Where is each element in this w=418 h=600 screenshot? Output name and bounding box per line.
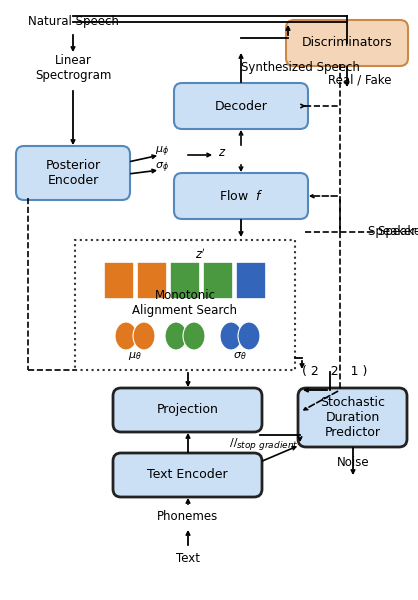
Text: ( 2   2   1 ): ( 2 2 1 ) [302,365,367,379]
FancyBboxPatch shape [286,20,408,66]
FancyBboxPatch shape [113,388,262,432]
FancyBboxPatch shape [174,83,308,129]
Text: Decoder: Decoder [214,100,268,113]
Text: Posterior
Encoder: Posterior Encoder [46,159,101,187]
Text: Flow  $f$: Flow $f$ [219,189,263,203]
FancyBboxPatch shape [203,262,233,299]
Ellipse shape [183,322,205,350]
Text: Monotonic
Alignment Search: Monotonic Alignment Search [133,289,237,317]
Text: Text: Text [176,551,200,565]
Text: $\mathit{stop\ gradient}$: $\mathit{stop\ gradient}$ [236,439,298,451]
Ellipse shape [165,322,187,350]
Text: Speaker ID: Speaker ID [378,226,418,238]
FancyBboxPatch shape [137,262,167,299]
Text: $z'$: $z'$ [194,248,206,262]
Text: Projection: Projection [157,403,219,416]
Text: Text Encoder: Text Encoder [147,469,228,481]
Text: Speaker ID: Speaker ID [368,226,418,238]
FancyBboxPatch shape [170,262,200,299]
Text: Phonemes: Phonemes [157,511,219,523]
FancyBboxPatch shape [298,388,407,447]
Text: $z$: $z$ [218,145,226,158]
FancyBboxPatch shape [174,173,308,219]
Ellipse shape [238,322,260,350]
Text: $\sigma_\theta$: $\sigma_\theta$ [233,350,247,362]
Text: $\sigma_\phi$: $\sigma_\phi$ [155,161,169,175]
Text: $\mu_\theta$: $\mu_\theta$ [128,350,142,362]
Ellipse shape [115,322,137,350]
Text: $\mu_\phi$: $\mu_\phi$ [155,145,169,159]
Text: Stochastic
Duration
Predictor: Stochastic Duration Predictor [320,396,385,439]
Text: Linear
Spectrogram: Linear Spectrogram [35,54,111,82]
FancyBboxPatch shape [236,262,266,299]
FancyBboxPatch shape [104,262,134,299]
Text: Real / Fake: Real / Fake [328,73,392,86]
Ellipse shape [220,322,242,350]
Text: //: // [230,438,237,448]
Text: Noise: Noise [336,457,370,469]
Text: Natural Speech: Natural Speech [28,16,118,28]
FancyBboxPatch shape [16,146,130,200]
Bar [75,240,295,370]
Text: Discriminators: Discriminators [302,37,393,49]
FancyBboxPatch shape [113,453,262,497]
Text: Synthesized Speech: Synthesized Speech [241,61,359,74]
Ellipse shape [133,322,155,350]
